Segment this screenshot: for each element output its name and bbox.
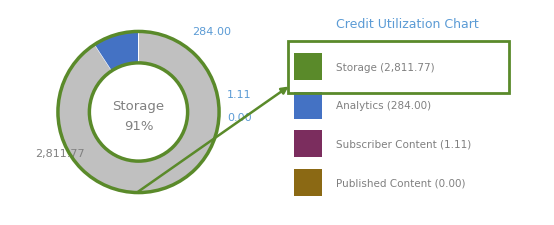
Text: 0.00: 0.00 xyxy=(227,112,252,122)
Text: Credit Utilization Chart: Credit Utilization Chart xyxy=(336,18,479,31)
Bar xyxy=(289,42,509,93)
Text: Published Content (0.00): Published Content (0.00) xyxy=(336,177,466,187)
Text: Analytics (284.00): Analytics (284.00) xyxy=(336,101,432,111)
Text: Storage: Storage xyxy=(112,99,165,112)
Text: 284.00: 284.00 xyxy=(193,27,232,37)
Bar xyxy=(294,92,322,119)
Bar xyxy=(294,130,322,158)
Text: Subscriber Content (1.11): Subscriber Content (1.11) xyxy=(336,139,471,149)
Text: 1.11: 1.11 xyxy=(227,90,252,100)
Bar xyxy=(294,54,322,81)
Text: Storage (2,811.77): Storage (2,811.77) xyxy=(336,63,435,72)
Bar xyxy=(294,169,322,196)
Wedge shape xyxy=(58,32,219,193)
Wedge shape xyxy=(95,32,138,72)
Text: 2,811.77: 2,811.77 xyxy=(35,148,85,159)
Text: 91%: 91% xyxy=(124,120,153,133)
